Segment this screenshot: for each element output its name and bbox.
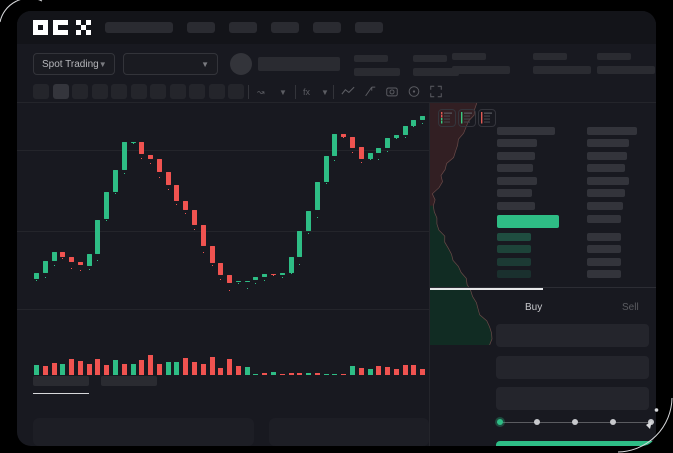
svg-text:↝: ↝ <box>257 87 265 97</box>
svg-text:fx: fx <box>303 87 311 97</box>
svg-text:▼: ▼ <box>279 88 287 97</box>
svg-text:▼: ▼ <box>321 88 329 97</box>
